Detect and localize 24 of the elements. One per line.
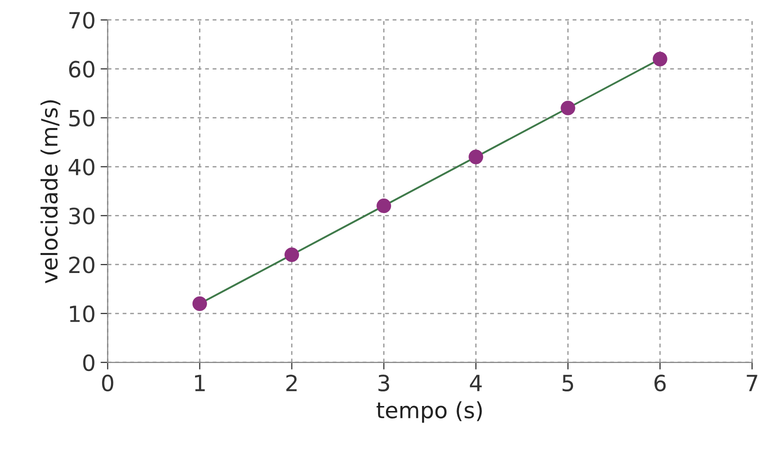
x-axis-title: tempo (s)	[376, 401, 482, 423]
x-tick-label: 7	[746, 374, 758, 392]
y-tick-label: 10	[70, 305, 94, 322]
x-tick-label: 3	[378, 374, 390, 392]
point	[376, 198, 392, 214]
x-tick-label: 4	[470, 374, 482, 392]
x-tick-label: 2	[286, 374, 297, 392]
x-tick-label: 5	[562, 374, 574, 392]
y-tick-label: 40	[68, 158, 94, 176]
y-tick-label: 20	[69, 256, 94, 274]
x-tick-label: 6	[654, 374, 666, 392]
y-tick-label: 30	[69, 208, 94, 224]
point	[284, 247, 300, 262]
y-tick-label: 0	[83, 354, 94, 372]
x-tick-label: 0	[102, 374, 114, 392]
y-tick-label: 50	[69, 110, 94, 127]
y-axis-title: velocidade (m/s)	[40, 100, 60, 284]
point	[468, 150, 484, 164]
point	[652, 52, 668, 66]
x-tick-label: 1	[195, 374, 205, 392]
point	[560, 100, 576, 116]
y-tick-label: 60	[69, 60, 94, 78]
y-tick-label: 70	[69, 12, 94, 29]
point	[192, 296, 208, 311]
